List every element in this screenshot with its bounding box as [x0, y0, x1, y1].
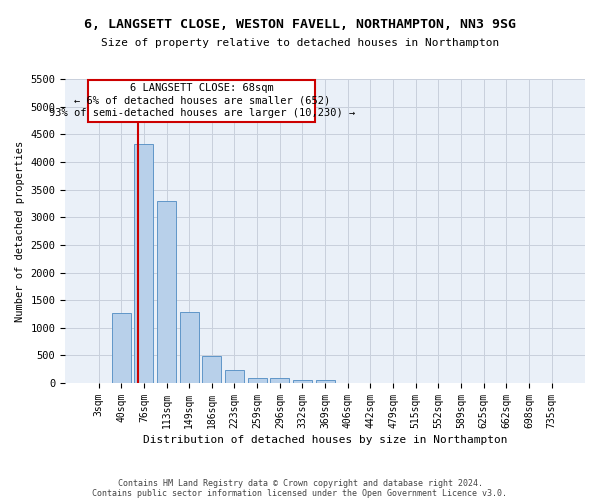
Bar: [225, 370, 244, 383]
Bar: [293, 380, 312, 383]
Bar: [316, 380, 335, 383]
Bar: [157, 200, 176, 383]
Bar: [202, 356, 221, 383]
Bar: [248, 378, 267, 383]
Bar: [134, 144, 154, 383]
FancyBboxPatch shape: [88, 80, 315, 122]
Bar: [112, 313, 131, 383]
Text: 6, LANGSETT CLOSE, WESTON FAVELL, NORTHAMPTON, NN3 9SG: 6, LANGSETT CLOSE, WESTON FAVELL, NORTHA…: [84, 18, 516, 30]
Text: Size of property relative to detached houses in Northampton: Size of property relative to detached ho…: [101, 38, 499, 48]
Text: 93% of semi-detached houses are larger (10,230) →: 93% of semi-detached houses are larger (…: [49, 108, 355, 118]
Y-axis label: Number of detached properties: Number of detached properties: [15, 140, 25, 322]
Text: Contains public sector information licensed under the Open Government Licence v3: Contains public sector information licen…: [92, 488, 508, 498]
X-axis label: Distribution of detached houses by size in Northampton: Distribution of detached houses by size …: [143, 435, 508, 445]
Text: Contains HM Land Registry data © Crown copyright and database right 2024.: Contains HM Land Registry data © Crown c…: [118, 478, 482, 488]
Bar: [179, 312, 199, 383]
Bar: [270, 378, 289, 383]
Text: ← 6% of detached houses are smaller (652): ← 6% of detached houses are smaller (652…: [74, 96, 330, 106]
Text: 6 LANGSETT CLOSE: 68sqm: 6 LANGSETT CLOSE: 68sqm: [130, 84, 274, 94]
